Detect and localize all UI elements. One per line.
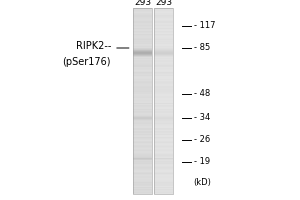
Text: - 48: - 48: [194, 90, 210, 98]
Text: 293: 293: [134, 0, 151, 7]
Text: (kD): (kD): [194, 178, 211, 186]
Text: - 19: - 19: [194, 158, 210, 166]
Text: - 117: - 117: [194, 21, 215, 30]
Text: - 85: - 85: [194, 44, 210, 52]
Text: (pSer176): (pSer176): [62, 57, 111, 67]
Text: - 34: - 34: [194, 114, 210, 122]
Bar: [154, 8, 173, 194]
Text: 293: 293: [155, 0, 172, 7]
Bar: [133, 8, 152, 194]
Text: - 26: - 26: [194, 136, 210, 144]
Text: RIPK2--: RIPK2--: [76, 41, 111, 51]
